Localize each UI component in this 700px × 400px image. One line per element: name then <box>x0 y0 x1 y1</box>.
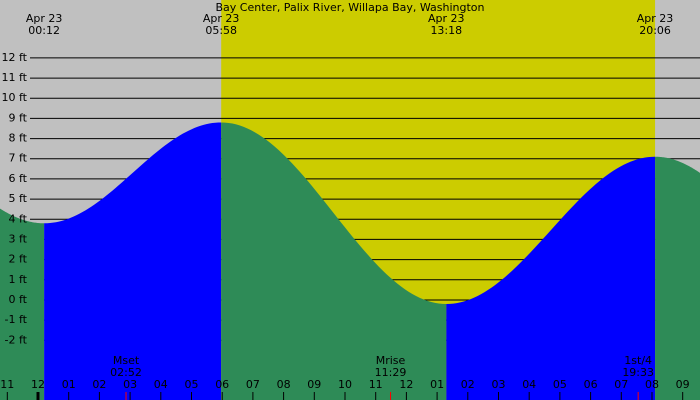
x-tick-label: 08 <box>277 378 291 391</box>
x-tick-label: 05 <box>185 378 199 391</box>
y-tick-label: 6 ft <box>9 172 28 185</box>
x-tick-label: 02 <box>92 378 106 391</box>
y-tick-label: 0 ft <box>9 293 28 306</box>
labels: -2 ft -1 ft 0 ft 1 ft 2 ft 3 ft 4 ft 5 ft 6 ft 7 … <box>0 12 690 400</box>
x-tick-label: 03 <box>491 378 505 391</box>
x-tick-label: 05 <box>553 378 567 391</box>
x-tick-label: 11 <box>369 378 383 391</box>
chart-title: Bay Center, Palix River, Willapa Bay, Wa… <box>216 1 485 14</box>
tide-segment <box>446 156 656 400</box>
moon-time: 19:33 <box>622 366 654 379</box>
y-tick-label: 11 ft <box>2 71 28 84</box>
x-tick-label: 04 <box>522 378 536 391</box>
y-tick-label: 9 ft <box>9 111 28 124</box>
tide-segment <box>0 208 45 400</box>
y-tick-label: 8 ft <box>9 132 28 145</box>
x-tick-label: 06 <box>584 378 598 391</box>
x-tick-label: 11 <box>0 378 14 391</box>
event-time: 00:12 <box>28 24 60 37</box>
x-tick-label: 02 <box>461 378 475 391</box>
tide-segment <box>221 122 447 400</box>
event-time: 13:18 <box>430 24 462 37</box>
y-tick-label: -2 ft <box>5 333 28 346</box>
x-tick-label: 04 <box>154 378 168 391</box>
x-tick-label: 01 <box>62 378 76 391</box>
tide-area <box>0 122 700 400</box>
moon-label: 1st/4 <box>624 354 652 367</box>
x-tick-label: 12 <box>31 378 45 391</box>
x-tick-label: 08 <box>645 378 659 391</box>
x-tick-label: 03 <box>123 378 137 391</box>
tide-segment <box>655 156 700 400</box>
x-tick-label: 01 <box>430 378 444 391</box>
y-tick-label: 1 ft <box>9 273 28 286</box>
y-tick-label: 12 ft <box>2 51 28 64</box>
event-date: Apr 23 <box>637 12 674 25</box>
moon-time: 02:52 <box>110 366 142 379</box>
moon-label: Mset <box>113 354 140 367</box>
tide-segment <box>44 122 222 400</box>
x-tick-label: 09 <box>676 378 690 391</box>
moon-time: 11:29 <box>375 366 407 379</box>
event-date: Apr 23 <box>428 12 465 25</box>
event-time: 05:58 <box>205 24 237 37</box>
y-tick-label: 10 ft <box>2 91 28 104</box>
x-tick-label: 06 <box>215 378 229 391</box>
event-time: 20:06 <box>639 24 671 37</box>
y-tick-label: 3 ft <box>9 232 28 245</box>
x-tick-label: 12 <box>399 378 413 391</box>
y-tick-label: 4 ft <box>9 212 28 225</box>
x-tick-label: 09 <box>307 378 321 391</box>
y-tick-label: 5 ft <box>9 192 28 205</box>
y-tick-label: 2 ft <box>9 253 28 266</box>
y-tick-label: -1 ft <box>5 313 28 326</box>
moon-label: Mrise <box>376 354 406 367</box>
event-date: Apr 23 <box>26 12 63 25</box>
event-date: Apr 23 <box>203 12 240 25</box>
x-tick-label: 07 <box>614 378 628 391</box>
x-tick-label: 07 <box>246 378 260 391</box>
x-tick-label: 10 <box>338 378 352 391</box>
y-tick-label: 7 ft <box>9 152 28 165</box>
